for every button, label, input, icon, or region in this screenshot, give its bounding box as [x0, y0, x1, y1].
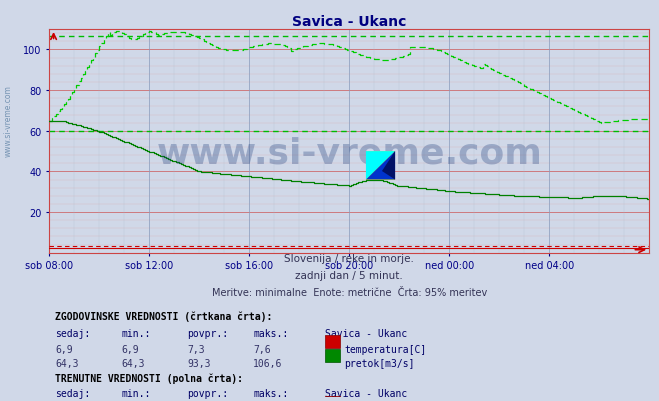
Text: 7,6: 7,6 — [253, 344, 271, 354]
Text: www.si-vreme.com: www.si-vreme.com — [3, 85, 13, 156]
Text: ZGODOVINSKE VREDNOSTI (črtkana črta):: ZGODOVINSKE VREDNOSTI (črtkana črta): — [55, 311, 273, 321]
Text: Meritve: minimalne  Enote: metrične  Črta: 95% meritev: Meritve: minimalne Enote: metrične Črta:… — [212, 288, 487, 298]
Text: povpr.:: povpr.: — [187, 388, 229, 398]
Text: Slovenija / reke in morje.: Slovenija / reke in morje. — [284, 253, 415, 263]
Text: sedaj:: sedaj: — [55, 388, 91, 398]
Text: 64,3: 64,3 — [121, 358, 145, 368]
Text: povpr.:: povpr.: — [187, 328, 229, 338]
Text: 93,3: 93,3 — [187, 358, 211, 368]
Text: min.:: min.: — [121, 388, 151, 398]
Text: maks.:: maks.: — [253, 388, 289, 398]
Text: maks.:: maks.: — [253, 328, 289, 338]
Bar — [326, 395, 340, 401]
Text: 106,6: 106,6 — [253, 358, 283, 368]
Text: TRENUTNE VREDNOSTI (polna črta):: TRENUTNE VREDNOSTI (polna črta): — [55, 373, 243, 383]
Text: sedaj:: sedaj: — [55, 328, 91, 338]
Title: Savica - Ukanc: Savica - Ukanc — [292, 15, 407, 29]
Text: www.si-vreme.com: www.si-vreme.com — [156, 136, 542, 170]
Bar — [366, 152, 395, 180]
Polygon shape — [382, 152, 395, 180]
Bar — [326, 350, 340, 363]
Text: zadnji dan / 5 minut.: zadnji dan / 5 minut. — [295, 270, 403, 280]
Text: Savica - Ukanc: Savica - Ukanc — [326, 388, 407, 398]
Polygon shape — [366, 152, 395, 180]
Text: min.:: min.: — [121, 328, 151, 338]
Text: pretok[m3/s]: pretok[m3/s] — [345, 358, 415, 368]
Text: 6,9: 6,9 — [55, 344, 73, 354]
Text: 64,3: 64,3 — [55, 358, 79, 368]
Text: 6,9: 6,9 — [121, 344, 139, 354]
Text: temperatura[C]: temperatura[C] — [345, 344, 427, 354]
Bar — [326, 335, 340, 348]
Text: Savica - Ukanc: Savica - Ukanc — [326, 328, 407, 338]
Polygon shape — [366, 152, 395, 180]
Text: 7,3: 7,3 — [187, 344, 205, 354]
